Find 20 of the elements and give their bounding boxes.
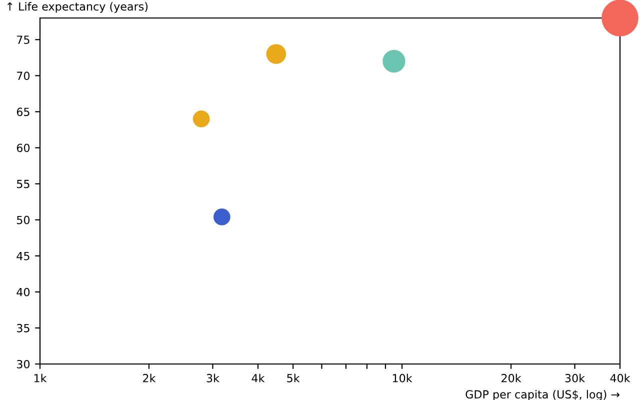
x-tick-label: 20k [502,374,522,382]
x-tick-label: 2k [143,374,156,382]
y-tick-label: 65 [16,108,30,116]
x-tick-label: 1k [34,374,47,382]
x-tick-label: 3k [206,374,220,382]
y-tick-label: 30 [16,360,30,368]
y-axis-title: ↑ Life expectancy (years) [7,2,148,13]
y-tick-label: 75 [17,36,30,44]
x-tick-label: 4k [252,374,265,382]
y-tick-label: 40 [16,288,30,296]
x-tick-label: 40k [610,374,630,382]
y-tick-label: 70 [17,72,30,80]
x-tick-label: 10k [392,374,412,382]
x-tick-label: 5k [287,374,300,382]
y-tick-label: 45 [16,252,30,260]
x-tick-label: 30k [565,374,586,382]
y-tick-label: 35 [16,324,30,332]
y-tick-label: 55 [16,180,30,188]
y-tick-label: 50 [16,216,30,224]
y-tick-label: 60 [16,144,30,152]
